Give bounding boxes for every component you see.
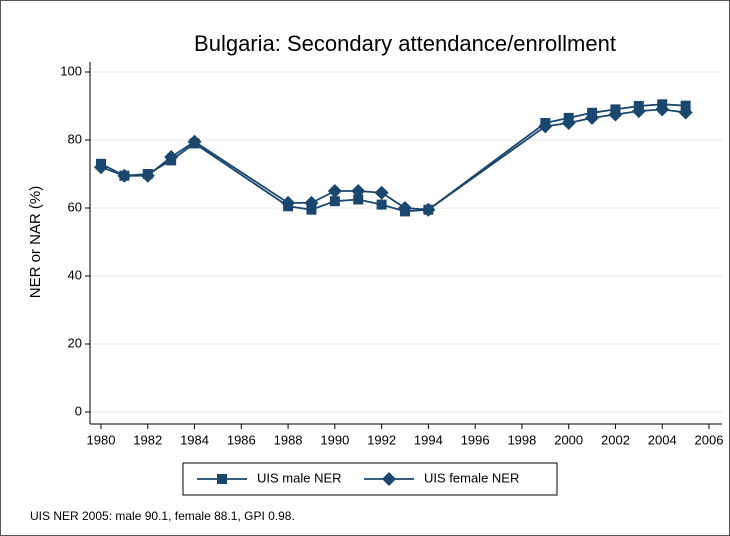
note: UIS NER 2005: male 90.1, female 88.1, GP… bbox=[30, 509, 295, 523]
y-tick-label: 40 bbox=[68, 267, 82, 282]
marker bbox=[655, 102, 670, 117]
x-tick-label: 1992 bbox=[367, 432, 396, 447]
x-tick-label: 1994 bbox=[414, 432, 443, 447]
marker bbox=[561, 116, 576, 130]
y-axis-label: NER or NAR (%) bbox=[27, 186, 44, 299]
marker bbox=[351, 184, 366, 198]
marker bbox=[164, 150, 179, 164]
marker bbox=[585, 110, 600, 125]
marker bbox=[304, 195, 319, 210]
chart-title: Bulgaria: Secondary attendance/enrollmen… bbox=[194, 31, 616, 56]
marker bbox=[678, 105, 693, 120]
marker bbox=[140, 168, 155, 183]
marker bbox=[217, 474, 227, 484]
x-tick-label: 1982 bbox=[133, 432, 162, 447]
x-tick-label: 1996 bbox=[461, 432, 490, 447]
marker bbox=[538, 119, 553, 134]
legend-label: UIS male NER bbox=[257, 470, 342, 485]
marker bbox=[327, 184, 342, 198]
legend-label: UIS female NER bbox=[424, 470, 519, 485]
marker bbox=[631, 104, 646, 119]
y-tick-label: 80 bbox=[68, 131, 82, 146]
marker bbox=[353, 194, 364, 205]
x-tick-label: 2000 bbox=[554, 432, 583, 447]
marker bbox=[281, 195, 296, 210]
marker bbox=[94, 160, 108, 175]
marker bbox=[421, 202, 436, 217]
marker bbox=[398, 201, 412, 215]
x-tick-label: 1998 bbox=[507, 432, 536, 447]
y-tick-label: 20 bbox=[68, 335, 82, 350]
x-tick-label: 1986 bbox=[227, 432, 256, 447]
marker bbox=[187, 134, 202, 149]
y-tick-label: 60 bbox=[68, 199, 82, 214]
x-tick-label: 1990 bbox=[320, 432, 349, 447]
marker bbox=[117, 168, 132, 183]
marker bbox=[374, 185, 389, 200]
x-tick-label: 1984 bbox=[180, 432, 209, 447]
marker bbox=[382, 472, 396, 486]
x-tick-label: 2002 bbox=[601, 432, 630, 447]
y-tick-label: 0 bbox=[75, 403, 82, 418]
x-tick-label: 2004 bbox=[648, 432, 677, 447]
x-tick-label: 1988 bbox=[274, 432, 303, 447]
marker bbox=[608, 107, 623, 122]
x-tick-label: 1980 bbox=[87, 432, 116, 447]
y-tick-label: 100 bbox=[60, 63, 82, 78]
marker bbox=[329, 196, 340, 207]
x-tick-label: 2006 bbox=[695, 432, 724, 447]
marker bbox=[376, 199, 387, 210]
